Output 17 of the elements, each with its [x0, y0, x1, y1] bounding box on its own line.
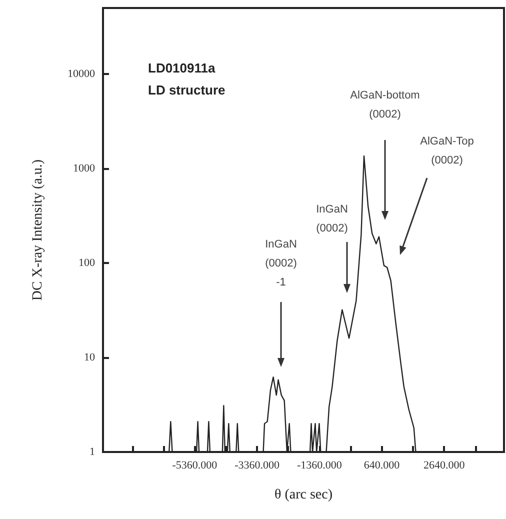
x-axis-title: θ (arc sec) — [274, 488, 333, 502]
x-tick-label: -1360.000 — [296, 460, 342, 472]
y-tick-label: 1000 — [73, 162, 96, 175]
x-tick-label: -3360.000 — [234, 460, 280, 472]
text: LD010911a LD structure — [148, 60, 226, 98]
y-tick-label: 100 — [78, 257, 96, 270]
x-tick-label: -5360.000 — [172, 460, 218, 472]
y-tick-label: 1 — [90, 446, 95, 458]
y-tick-label: 10 — [84, 352, 96, 364]
y-axis-title: DC X-ray Intensity (a.u.) — [30, 159, 46, 301]
annotation: AlGaN-bottom (0002) — [350, 90, 420, 120]
annotation: AlGaN-Top (0002) — [420, 136, 474, 166]
annotation: InGaN (0002) — [316, 204, 348, 234]
x-tick-label: 640.000 — [364, 460, 400, 472]
y-tick-label: 10000 — [68, 68, 96, 80]
x-tick-label: 2640.000 — [424, 460, 466, 472]
annotation: InGaN (0002) -1 — [265, 238, 297, 288]
